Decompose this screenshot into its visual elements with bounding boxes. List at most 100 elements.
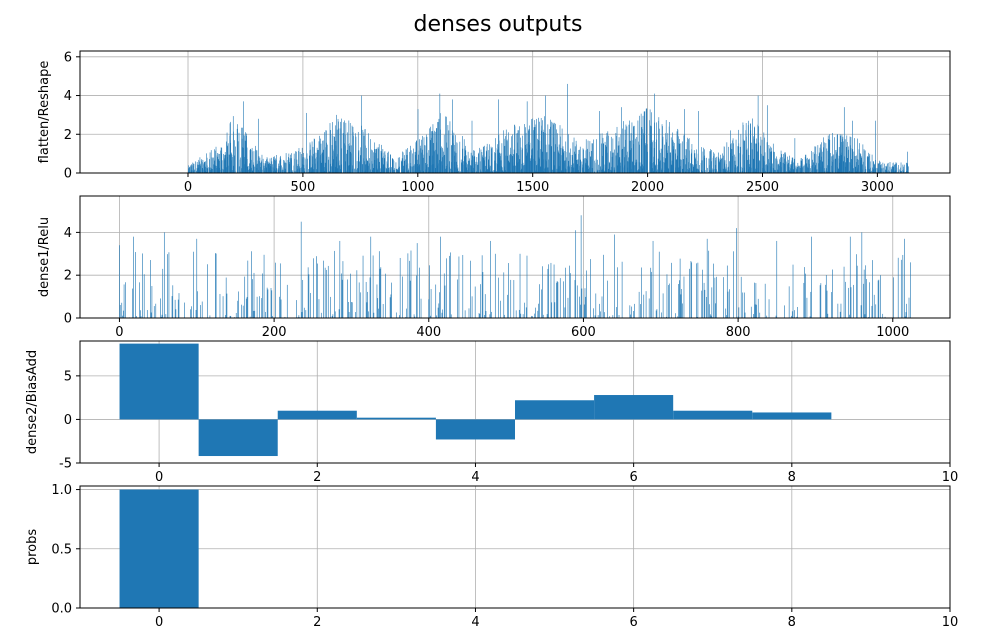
bar [252, 279, 253, 318]
bar [625, 124, 627, 173]
bar [403, 165, 405, 173]
bar [266, 287, 268, 318]
bar [279, 296, 280, 318]
bar [443, 134, 445, 173]
bar [284, 162, 286, 173]
bar [869, 153, 871, 173]
bar [536, 165, 538, 173]
bar [217, 156, 218, 173]
bar [803, 282, 805, 318]
y-tick-label: 0.0 [51, 602, 72, 617]
bar [821, 151, 823, 173]
bar [537, 138, 538, 173]
bar [878, 171, 880, 173]
bar [809, 168, 811, 173]
bar [424, 145, 426, 173]
bar [677, 316, 679, 318]
bar [682, 159, 684, 173]
bar [810, 291, 812, 318]
bar [736, 228, 737, 318]
bar [798, 166, 799, 173]
bar [885, 167, 887, 173]
bar [401, 158, 403, 173]
bar [729, 289, 730, 318]
bar [412, 171, 414, 173]
bar [302, 279, 304, 318]
x-tick-label: 0 [155, 615, 163, 630]
bar [905, 312, 907, 318]
bar [610, 151, 611, 173]
bar [897, 257, 899, 318]
bar [367, 291, 368, 318]
bar [504, 314, 505, 318]
bar [882, 162, 884, 173]
bar [597, 315, 599, 318]
bar [665, 133, 667, 173]
bar [122, 315, 123, 318]
bar [827, 165, 828, 173]
bar [416, 275, 417, 318]
bar [704, 171, 706, 173]
bar [787, 163, 789, 173]
bar [587, 140, 589, 173]
bar [318, 141, 320, 173]
bar [299, 166, 300, 173]
bar [541, 289, 542, 318]
bar [891, 169, 893, 173]
bar [470, 260, 471, 318]
bar [509, 155, 510, 173]
y-tick-label: 1.0 [51, 483, 72, 498]
bar [775, 158, 776, 173]
bar [382, 304, 384, 318]
bar [471, 160, 472, 173]
bar [285, 153, 287, 173]
bar [449, 255, 450, 318]
bar [907, 163, 908, 173]
bar [363, 158, 364, 173]
bar [622, 128, 624, 173]
x-tick-label: 200 [262, 325, 287, 340]
bar [678, 136, 679, 173]
bar [302, 158, 303, 173]
bar [190, 165, 191, 173]
bar [535, 124, 537, 173]
bar [366, 160, 368, 173]
bar [870, 170, 872, 173]
x-tick-label: 10 [942, 615, 959, 630]
bar [267, 163, 269, 173]
bar [457, 167, 459, 173]
bar [808, 163, 810, 173]
bar [556, 168, 558, 173]
bar [590, 171, 591, 173]
bar [484, 160, 485, 173]
bar [452, 99, 453, 173]
bar [724, 160, 726, 173]
bar [436, 315, 437, 318]
bar [611, 166, 612, 173]
bar [481, 255, 483, 318]
bar [383, 156, 384, 173]
bar [392, 158, 394, 173]
bar [886, 170, 887, 173]
bar [413, 165, 415, 173]
bar [612, 138, 614, 173]
bar [369, 171, 371, 173]
bar [395, 169, 397, 173]
bar [644, 135, 645, 173]
bar [235, 146, 236, 173]
bar [886, 165, 888, 173]
bar [200, 305, 201, 318]
bar [662, 293, 664, 318]
bar [447, 125, 449, 173]
bar [784, 305, 785, 318]
bar [711, 287, 713, 318]
bar [520, 313, 522, 318]
x-tick-label: 1000 [876, 325, 909, 340]
bar [775, 315, 777, 318]
bar [709, 304, 710, 318]
bar [414, 155, 416, 173]
bar [324, 267, 326, 318]
bar [906, 303, 908, 318]
bar [794, 160, 795, 173]
bar [388, 168, 390, 173]
